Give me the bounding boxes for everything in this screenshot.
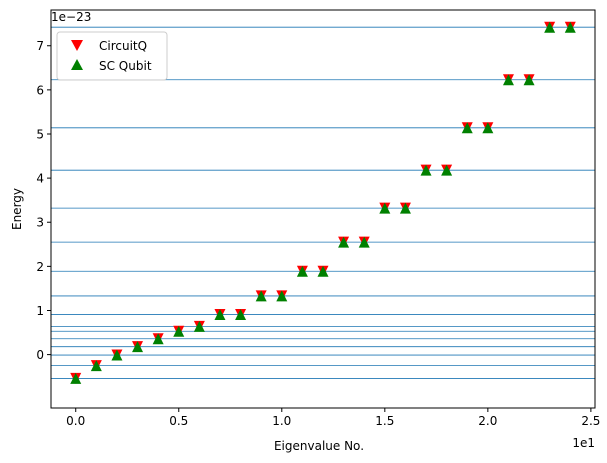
y-axis-label: Energy: [10, 188, 24, 230]
x-tick-label-5: 2.5: [581, 414, 600, 428]
sc-qubit-point-22: [523, 74, 535, 86]
x-tick-label-2: 1.0: [272, 414, 291, 428]
sc-qubit-point-23: [544, 21, 556, 33]
sc-qubit-point-16: [399, 202, 411, 214]
y-tick-label-7: 7: [36, 39, 44, 53]
sc-qubit-point-15: [379, 202, 391, 214]
y-tick-label-0: 0: [36, 348, 44, 362]
sc-qubit-point-13: [338, 236, 350, 248]
sc-qubit-point-9: [255, 290, 267, 302]
sc-qubit-point-24: [564, 21, 576, 33]
y-tick-label-5: 5: [36, 127, 44, 141]
sc-qubit-point-12: [317, 265, 329, 277]
x-tick-label-3: 1.5: [375, 414, 394, 428]
sc-qubit-point-11: [296, 265, 308, 277]
legend-triangle-down-marker: [71, 40, 83, 51]
x-tick-label-4: 2.0: [478, 414, 497, 428]
legend-label-circuitq: CircuitQ: [99, 39, 147, 53]
sc-qubit-point-21: [502, 74, 514, 86]
sc-qubit-point-17: [420, 164, 432, 176]
sc-qubit-point-18: [441, 164, 453, 176]
legend-triangle-up-marker: [71, 59, 83, 70]
y-tick-label-3: 3: [36, 216, 44, 230]
x-offset-text: 1e1: [572, 436, 595, 450]
y-offset-text: 1e−23: [51, 10, 91, 24]
x-tick-label-1: 0.5: [169, 414, 188, 428]
x-tick-label-0: 0.0: [66, 414, 85, 428]
y-tick-label-1: 1: [36, 304, 44, 318]
y-tick-label-2: 2: [36, 260, 44, 274]
sc-qubit-point-8: [235, 308, 247, 320]
sc-qubit-point-7: [214, 308, 226, 320]
legend-box: [56, 31, 168, 81]
x-axis-label: Eigenvalue No.: [274, 439, 364, 453]
y-tick-label-4: 4: [36, 172, 44, 186]
data-markers: [70, 21, 576, 384]
y-axis-ticks: 0 1 2 3 4 5 6 7: [36, 39, 51, 362]
sc-qubit-point-2: [111, 349, 123, 361]
sc-qubit-point-14: [358, 236, 370, 248]
plot-frame: [50, 9, 596, 409]
sc-qubit-point-5: [173, 325, 185, 337]
sc-qubit-point-1: [90, 360, 102, 372]
sc-qubit-point-3: [132, 341, 144, 353]
sc-qubit-point-20: [482, 122, 494, 134]
sc-qubit-point-10: [276, 290, 288, 302]
legend-label-sc-qubit: SC Qubit: [99, 59, 152, 73]
sc-qubit-point-0: [70, 372, 82, 384]
sc-qubit-point-6: [193, 320, 205, 332]
y-tick-label-6: 6: [36, 83, 44, 97]
energy-level-lines: [51, 26, 595, 379]
sc-qubit-point-19: [461, 122, 473, 134]
x-axis-ticks: 0.0 0.5 1.0 1.5 2.0 2.5: [66, 408, 600, 428]
sc-qubit-point-4: [152, 333, 164, 345]
legend: CircuitQ SC Qubit: [56, 31, 168, 81]
